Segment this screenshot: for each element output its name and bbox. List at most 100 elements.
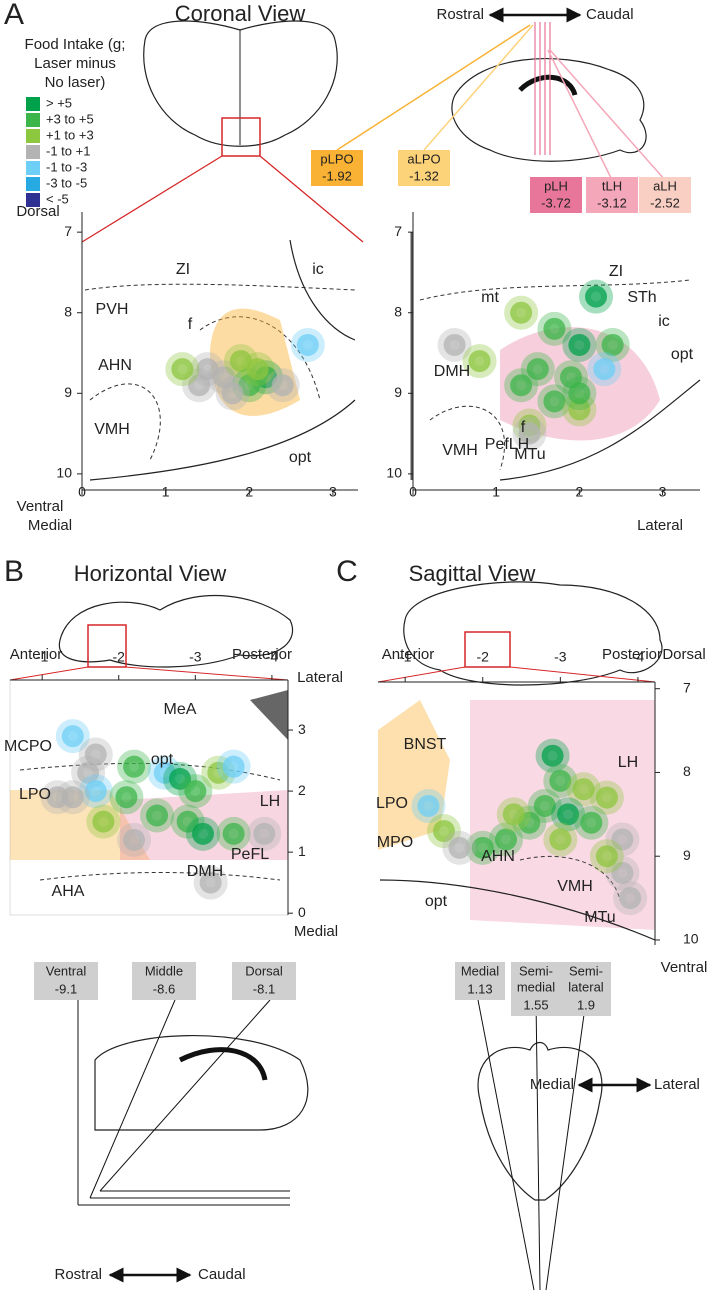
legend-swatch xyxy=(26,161,40,175)
data-point xyxy=(165,352,200,387)
data-point xyxy=(163,761,198,796)
data-point xyxy=(193,865,228,900)
data-point xyxy=(117,822,152,857)
section-name: medial xyxy=(517,979,555,994)
axis-label: Anterior xyxy=(382,646,435,663)
section-box xyxy=(132,962,196,1000)
region-label: opt xyxy=(151,751,174,768)
x-tick-label: -1 xyxy=(36,649,49,665)
data-point xyxy=(40,780,75,815)
section-name: pLPO xyxy=(320,151,353,166)
region-label: opt xyxy=(289,449,312,466)
section-value: -8.1 xyxy=(253,981,275,996)
section-name: Medial xyxy=(461,963,499,978)
axis-label: Ventral xyxy=(17,498,64,515)
region-label: MTu xyxy=(584,909,615,926)
y-tick-label: 10 xyxy=(56,465,72,481)
y-tick-label: 10 xyxy=(386,465,402,481)
section-name: Ventral xyxy=(46,963,87,978)
data-point xyxy=(140,798,175,833)
data-point xyxy=(579,279,614,314)
section-name: Semi- xyxy=(569,963,603,978)
region-label: LPO xyxy=(19,786,51,803)
data-point xyxy=(55,719,90,754)
section-box xyxy=(311,150,363,186)
region-label: MPO xyxy=(377,834,413,851)
section-name: Dorsal xyxy=(245,963,283,978)
y-tick-label: 8 xyxy=(683,763,691,779)
direction-label: Medial xyxy=(530,1076,574,1093)
data-point xyxy=(411,788,446,823)
region-label: PVH xyxy=(96,301,129,318)
data-point xyxy=(182,368,217,403)
section-name: pLH xyxy=(544,178,568,193)
section-value: -3.72 xyxy=(541,195,571,210)
x-tick-label: 1 xyxy=(492,484,500,500)
data-point xyxy=(589,839,624,874)
axis-label: Lateral xyxy=(637,517,683,534)
data-point xyxy=(216,816,251,851)
region-label: ZI xyxy=(176,261,190,278)
legend-swatch xyxy=(26,97,40,111)
direction-label: Rostral xyxy=(54,1266,102,1283)
x-tick-label: 1 xyxy=(162,484,170,500)
region-label: PeFL xyxy=(231,846,269,863)
data-point xyxy=(605,822,640,857)
direction-label: Lateral xyxy=(654,1076,700,1093)
y-tick-label: 7 xyxy=(64,223,72,239)
section-name: aLPO xyxy=(407,151,440,166)
legend-title: Laser minus xyxy=(34,55,116,72)
section-box xyxy=(586,177,638,213)
x-tick-label: -4 xyxy=(266,649,279,665)
legend-label: > +5 xyxy=(46,95,72,110)
region-label: DMH xyxy=(434,363,470,380)
x-tick-label: 0 xyxy=(409,484,417,500)
legend-label: +3 to +5 xyxy=(46,111,94,126)
y-tick-label: 0 xyxy=(298,904,306,920)
data-point xyxy=(587,352,622,387)
x-tick-label: 0 xyxy=(78,484,86,500)
x-tick-label: 3 xyxy=(329,484,337,500)
data-point xyxy=(215,376,250,411)
x-tick-label: -3 xyxy=(554,649,567,665)
data-point xyxy=(185,816,220,851)
region-label: AHN xyxy=(481,848,515,865)
data-point xyxy=(595,327,630,362)
legend-swatch xyxy=(26,145,40,159)
region-label: ZI xyxy=(609,263,623,280)
axis-label: Posterior xyxy=(232,646,292,663)
region-label: DMH xyxy=(187,863,223,880)
x-tick-label: -2 xyxy=(113,649,126,665)
data-point xyxy=(178,774,213,809)
region-label: ic xyxy=(312,261,324,278)
region-label: VMH xyxy=(94,421,130,438)
data-point xyxy=(504,295,539,330)
region-label: f xyxy=(521,419,526,436)
y-tick-label: 8 xyxy=(394,303,402,319)
region-label: VMH xyxy=(442,442,478,459)
legend-swatch xyxy=(26,113,40,127)
data-point xyxy=(589,780,624,815)
y-tick-label: 8 xyxy=(64,303,72,319)
axis-label: Medial xyxy=(294,923,338,940)
section-value: -2.52 xyxy=(650,195,680,210)
section-name: lateral xyxy=(568,979,604,994)
region-label: opt xyxy=(671,346,694,363)
data-point xyxy=(465,830,500,865)
y-tick-label: 7 xyxy=(394,223,402,239)
panel-letter: C xyxy=(336,555,358,588)
data-point xyxy=(170,804,205,839)
data-point xyxy=(86,804,121,839)
section-value: -1.92 xyxy=(322,168,352,183)
panel-title: Horizontal View xyxy=(74,561,227,586)
panel-letter: A xyxy=(4,0,24,31)
axis-label: Posterior xyxy=(602,646,662,663)
data-point xyxy=(109,780,144,815)
legend-label: +1 to +3 xyxy=(46,127,94,142)
section-box xyxy=(561,962,611,1016)
y-tick-label: 9 xyxy=(394,384,402,400)
region-label: MCPO xyxy=(4,738,52,755)
region-label: MeA xyxy=(164,701,197,718)
x-tick-label: 2 xyxy=(575,484,583,500)
